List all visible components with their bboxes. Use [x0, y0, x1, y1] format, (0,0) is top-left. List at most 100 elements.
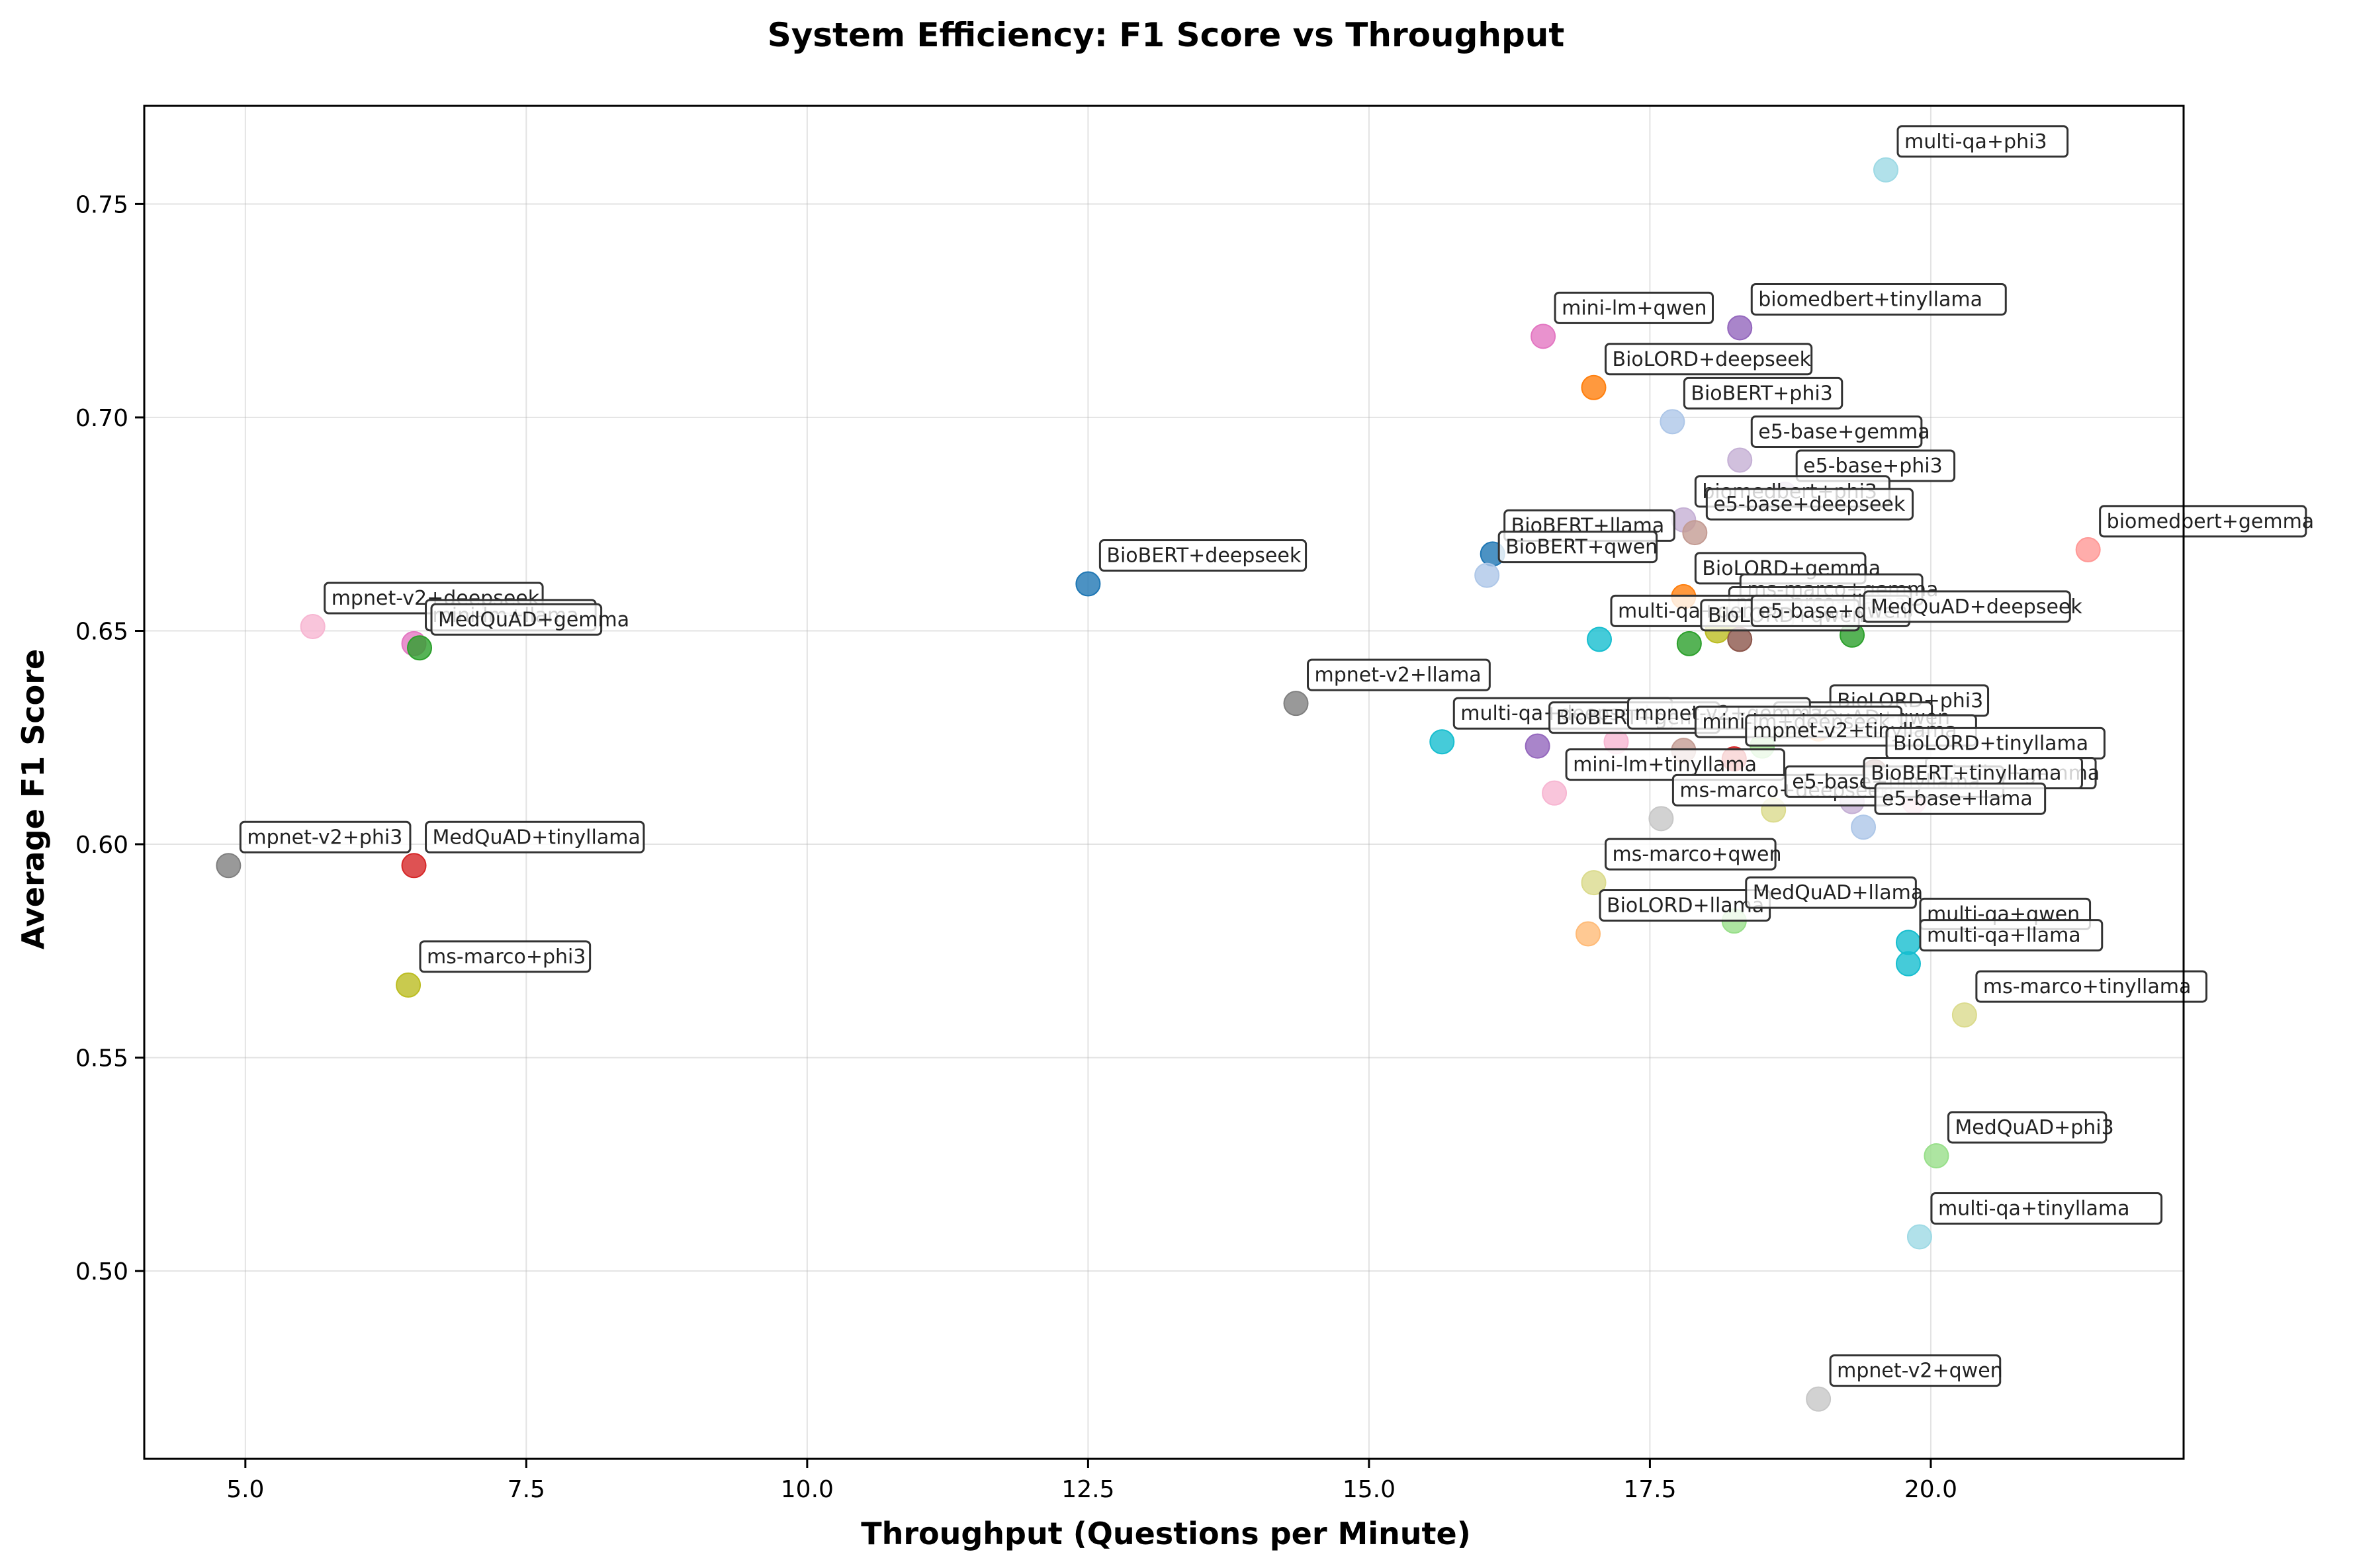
point-label: BioBERT+phi3	[1683, 376, 1843, 410]
point-label-text: multi-qa+phi3	[1904, 130, 2047, 153]
scatter-point	[401, 853, 427, 879]
point-label-text: biomedbert+gemma	[2107, 510, 2315, 533]
point-label: e5-base+llama	[1874, 782, 2047, 815]
point-label: mpnet-v2+qwen	[1829, 1354, 2003, 1387]
point-label-box	[1098, 539, 1308, 572]
point-label: multi-qa+phi3	[1896, 125, 2069, 158]
y-tick-label: 0.55	[75, 1045, 128, 1072]
x-tick-label: 10.0	[781, 1476, 834, 1503]
x-tick-label: 20.0	[1904, 1476, 1957, 1503]
point-labels: multi-qa+phi3 biomedbert+tinyllama mini-lm…	[239, 125, 2315, 1387]
scatter-point	[1531, 324, 1556, 349]
scatter-point	[1660, 409, 1685, 435]
point-label-text: e5-base+gemma	[1758, 420, 1930, 443]
point-label: mpnet-v2+llama	[1307, 658, 1491, 691]
point-label-box	[1705, 488, 1914, 521]
scatter-point	[216, 853, 242, 879]
point-label-text: ms-marco+tinyllama	[1983, 975, 2191, 998]
scatter-point	[1727, 447, 1753, 473]
chart-title: System Efficiency: F1 Score vs Throughpu…	[768, 16, 1565, 54]
scatter-point	[1676, 631, 1702, 656]
point-label-text: e5-base+phi3	[1803, 455, 1943, 478]
point-label: e5-base+gemma	[1750, 415, 1930, 448]
y-tick-label: 0.75	[75, 191, 128, 218]
scatter-point	[1895, 930, 1921, 955]
point-label: BioBERT+tinyllama	[1863, 757, 2083, 790]
y-tick-label: 0.70	[75, 405, 128, 432]
point-label-box	[1863, 590, 2071, 623]
x-tick-label: 7.5	[508, 1476, 545, 1503]
point-label-text: biomedbert+tinyllama	[1758, 288, 1982, 311]
point-label-box	[1947, 1111, 2108, 1144]
point-label-text: mpnet-v2+phi3	[247, 826, 402, 849]
point-label: BioLORD+llama	[1599, 889, 1771, 922]
x-tick-label: 12.5	[1061, 1476, 1114, 1503]
scatter-point	[1542, 780, 1568, 806]
point-label: ms-marco+qwen	[1605, 838, 1782, 871]
point-label-box	[1874, 782, 2047, 815]
point-label: mini-lm+qwen	[1554, 291, 1714, 324]
point-label-box	[1683, 376, 1843, 410]
point-label: MedQuAD+llama	[1745, 876, 1923, 909]
point-label: BioLORD+deepseek	[1605, 343, 1813, 376]
point-label-box	[1750, 283, 2007, 316]
point-label-text: mini-lm+qwen	[1562, 296, 1707, 320]
point-label: BioBERT+deepseek	[1098, 539, 1308, 572]
point-label-box	[1497, 531, 1658, 564]
point-label-text: BioLORD+deepseek	[1613, 348, 1812, 371]
point-label-text: e5-base+deepseek	[1713, 493, 1906, 516]
point-label: BioBERT+qwen	[1497, 531, 1658, 564]
scatter-point	[1283, 691, 1309, 717]
point-label: BioLORD+tinyllama	[1885, 726, 2106, 760]
plot-area-frame	[143, 105, 2185, 1460]
y-tick-label: 0.50	[75, 1258, 128, 1285]
point-label: mpnet-v2+phi3	[239, 820, 412, 853]
point-label-box	[1930, 1192, 2163, 1225]
point-label-text: BioBERT+tinyllama	[1871, 762, 2061, 785]
point-label: MedQuAD+gemma	[430, 603, 629, 636]
point-label-text: MedQuAD+gemma	[438, 608, 629, 631]
point-label-text: BioBERT+deepseek	[1106, 544, 1301, 568]
point-label-text: mpnet-v2+llama	[1315, 664, 1482, 687]
point-label-box	[2099, 505, 2307, 538]
scatter-point	[407, 635, 433, 661]
axis-ticks: 5.0 7.5 10.0 12.5 15.0 17.5 20.0 0.50 0.55 0.60 0.…	[75, 191, 1957, 1503]
point-label-box	[1896, 125, 2069, 158]
x-tick-label: 15.0	[1343, 1476, 1396, 1503]
point-label: MedQuAD+phi3	[1947, 1111, 2114, 1144]
point-label: biomedbert+tinyllama	[1750, 283, 2007, 316]
scatter-point	[1951, 1002, 1977, 1028]
point-label-box	[1307, 658, 1491, 691]
point-label: multi-qa+tinyllama	[1930, 1192, 2163, 1225]
scatter-point	[1075, 571, 1101, 597]
scatter-point	[1851, 814, 1877, 840]
scatter-point	[1648, 806, 1674, 832]
point-label-text: BioLORD+llama	[1607, 894, 1764, 918]
scatter-point	[1727, 315, 1753, 341]
x-axis-label: Throughput (Questions per Minute)	[861, 1516, 1471, 1551]
point-label-text: MedQuAD+deepseek	[1871, 595, 2082, 619]
point-label: biomedbert+gemma	[2099, 505, 2315, 538]
point-label: multi-qa+llama	[1919, 919, 2104, 952]
scatter-point	[300, 614, 326, 640]
point-label: MedQuAD+tinyllama	[425, 820, 645, 853]
y-tick-label: 0.60	[75, 832, 128, 859]
scatter-point	[1525, 733, 1550, 759]
scatter-point	[1906, 1224, 1932, 1250]
point-label-box	[1750, 415, 1923, 448]
point-label-box	[419, 940, 592, 973]
point-label-text: mini-lm+tinyllama	[1573, 754, 1757, 777]
scatter-point	[1806, 1386, 1832, 1412]
x-tick-label: 5.0	[226, 1476, 264, 1503]
scatter-point	[1873, 157, 1899, 183]
point-label: e5-base+deepseek	[1705, 488, 1914, 521]
point-label-text: e5-base+llama	[1882, 787, 2033, 810]
scatter-point	[2075, 537, 2101, 562]
point-label-text: multi-qa+tinyllama	[1938, 1198, 2130, 1221]
scatter-point	[1682, 520, 1708, 546]
point-label-text: ms-marco+phi3	[427, 945, 586, 969]
point-label-box	[1554, 291, 1714, 324]
point-label: MedQuAD+deepseek	[1863, 590, 2082, 623]
point-label-box	[1605, 343, 1813, 376]
